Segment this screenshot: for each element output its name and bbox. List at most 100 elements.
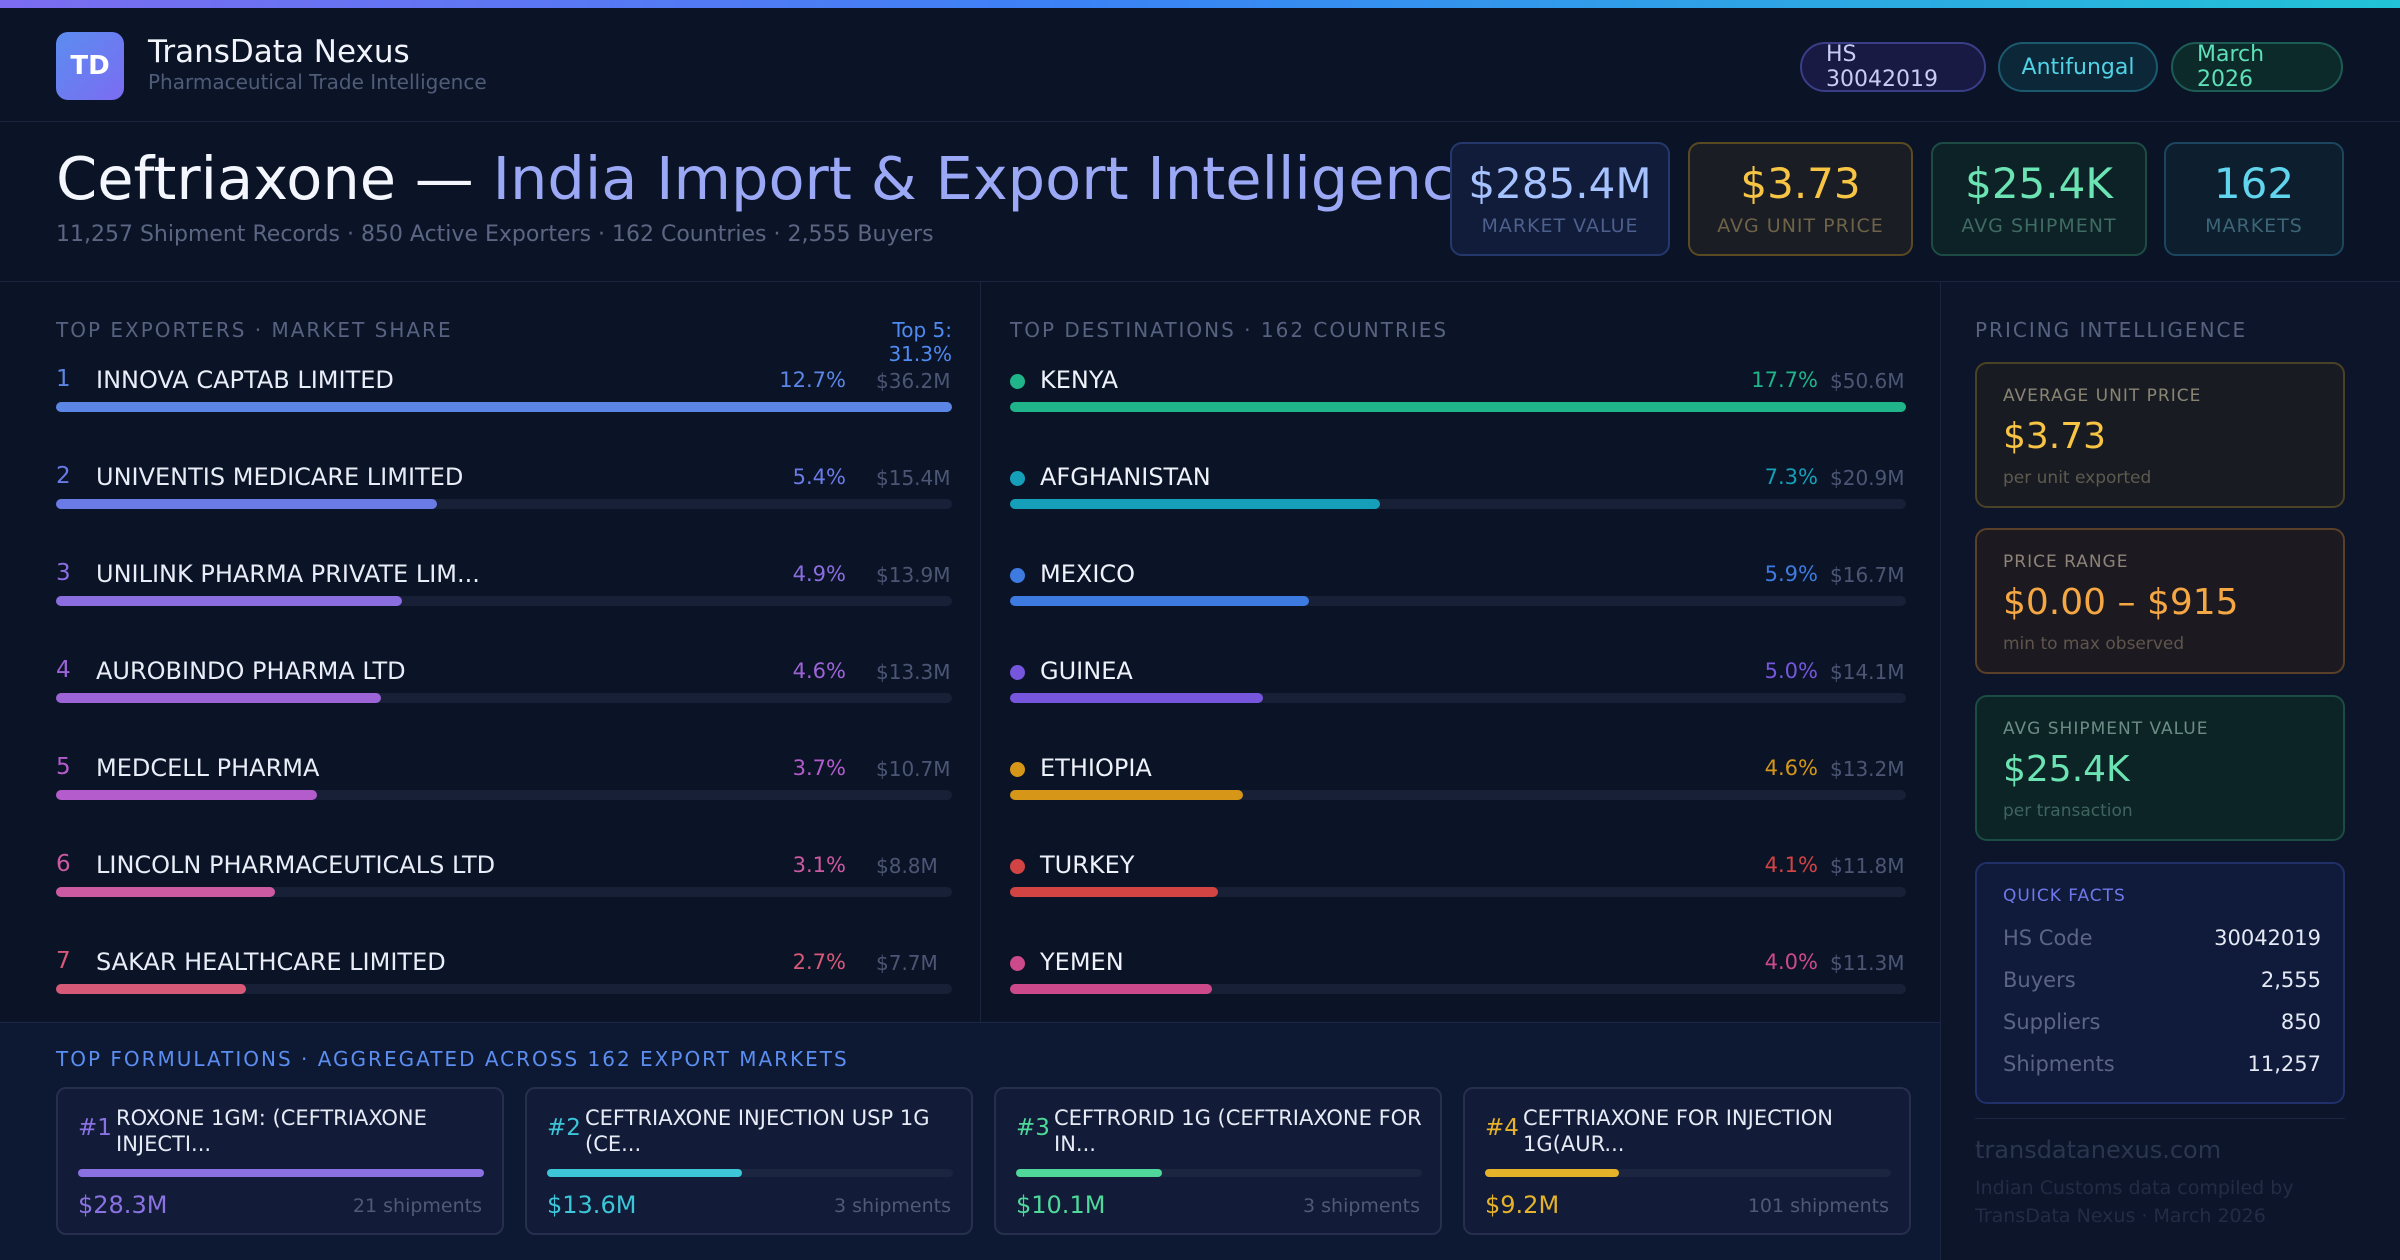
kpi-markets: 162 MARKETS: [2164, 142, 2344, 256]
exporter-rank: 1: [56, 366, 71, 392]
exporter-share-bar: [56, 693, 952, 703]
brand-name[interactable]: TransData Nexus: [148, 34, 410, 70]
exporter-row[interactable]: 5 MEDCELL PHARMA 3.7% $10.7M: [56, 754, 952, 814]
exporter-value: $7.7M: [876, 951, 938, 975]
quick-fact-key: Suppliers: [2003, 1010, 2101, 1034]
card-label: AVG SHIPMENT VALUE: [2003, 719, 2209, 739]
page-title: Ceftriaxone — India Import & Export Inte…: [56, 144, 1491, 213]
app-header: TD TransData Nexus Pharmaceutical Trade …: [0, 8, 2400, 122]
quick-fact-key: HS Code: [2003, 926, 2093, 950]
title-band: Ceftriaxone — India Import & Export Inte…: [0, 122, 2400, 282]
exporter-name: LINCOLN PHARMACEUTICALS LTD: [96, 851, 496, 879]
destination-value: $20.9M: [1830, 466, 1905, 490]
card-value: $3.73: [2003, 416, 2107, 457]
brand-logo[interactable]: TD: [56, 32, 124, 100]
exporter-name: UNIVENTIS MEDICARE LIMITED: [96, 463, 464, 491]
avg-shipment-value-card: AVG SHIPMENT VALUE $25.4K per transactio…: [1975, 695, 2345, 841]
exporter-row[interactable]: 3 UNILINK PHARMA PRIVATE LIM... 4.9% $13.9M: [56, 560, 952, 620]
destination-row[interactable]: MEXICO 5.9% $16.7M: [1010, 560, 1906, 620]
destination-name: ETHIOPIA: [1040, 754, 1152, 782]
exporter-row[interactable]: 6 LINCOLN PHARMACEUTICALS LTD 3.1% $8.8M: [56, 851, 952, 911]
destination-row[interactable]: AFGHANISTAN 7.3% $20.9M: [1010, 463, 1906, 523]
destination-name: AFGHANISTAN: [1040, 463, 1211, 491]
formulations-section-label: TOP FORMULATIONS · AGGREGATED ACROSS 162…: [56, 1047, 849, 1071]
avg-unit-price-card: AVERAGE UNIT PRICE $3.73 per unit export…: [1975, 362, 2345, 508]
kpi-avg-unit-price: $3.73 AVG UNIT PRICE: [1688, 142, 1913, 256]
exporter-row[interactable]: 1 INNOVA CAPTAB LIMITED 12.7% $36.2M: [56, 366, 952, 426]
formulation-shipments: 3 shipments: [834, 1195, 951, 1217]
exporter-rank: 5: [56, 754, 71, 780]
formulation-bar-fill: [1016, 1169, 1162, 1177]
destination-share-bar: [1010, 596, 1906, 606]
price-range-card: PRICE RANGE $0.00 – $915 min to max obse…: [1975, 528, 2345, 674]
exporter-share-fill: [56, 790, 317, 800]
destination-name: TURKEY: [1040, 851, 1135, 879]
destination-share: 4.6%: [1764, 756, 1818, 780]
date-pill[interactable]: March 2026: [2171, 42, 2343, 92]
destination-share-fill: [1010, 984, 1212, 994]
destination-dot-icon: [1010, 568, 1025, 583]
exporter-row[interactable]: 4 AUROBINDO PHARMA LTD 4.6% $13.3M: [56, 657, 952, 717]
card-value: $25.4K: [2003, 749, 2130, 790]
kpi-label: AVG SHIPMENT: [1961, 215, 2117, 238]
formulation-bar-fill: [547, 1169, 742, 1177]
kpi-label: AVG UNIT PRICE: [1717, 215, 1884, 238]
formulation-bar-fill: [78, 1169, 484, 1177]
quick-fact-value: 850: [2280, 1010, 2321, 1034]
page-subtitle: 11,257 Shipment Records · 850 Active Exp…: [56, 222, 934, 247]
kpi-label: MARKET VALUE: [1481, 215, 1639, 238]
data-footnote: Indian Customs data compiled by TransDat…: [1975, 1177, 2294, 1227]
exporter-row[interactable]: 2 UNIVENTIS MEDICARE LIMITED 5.4% $15.4M: [56, 463, 952, 523]
category-pill[interactable]: Antifungal: [1998, 42, 2158, 92]
formulation-card[interactable]: #4 CEFTRIAXONE FOR INJECTION 1G(AUR... $9.…: [1463, 1087, 1911, 1235]
destination-share: 5.9%: [1764, 562, 1818, 586]
destination-row[interactable]: GUINEA 5.0% $14.1M: [1010, 657, 1906, 717]
formulation-shipments: 101 shipments: [1747, 1195, 1889, 1217]
destination-share: 5.0%: [1764, 659, 1818, 683]
exporter-share-bar: [56, 402, 952, 412]
pricing-panel: PRICING INTELLIGENCE AVERAGE UNIT PRICE …: [1940, 282, 2400, 1260]
quick-fact-row: Buyers 2,555: [2003, 968, 2321, 998]
exporter-share: 4.9%: [792, 562, 846, 586]
exporter-share-fill: [56, 887, 275, 897]
quick-fact-value: 11,257: [2247, 1052, 2321, 1076]
exporter-row[interactable]: 7 SAKAR HEALTHCARE LIMITED 2.7% $7.7M: [56, 948, 952, 1008]
exporters-section-label: TOP EXPORTERS · MARKET SHARE: [56, 318, 453, 342]
formulation-value: $28.3M: [78, 1191, 168, 1219]
formulation-rank: #1: [78, 1115, 112, 1141]
kpi-value: $25.4K: [1965, 158, 2113, 208]
formulations-section: TOP FORMULATIONS · AGGREGATED ACROSS 162…: [0, 1022, 1940, 1260]
destination-share-bar: [1010, 693, 1906, 703]
hs-code-pill[interactable]: HS 30042019: [1800, 42, 1986, 92]
destination-name: KENYA: [1040, 366, 1119, 394]
destination-row[interactable]: YEMEN 4.0% $11.3M: [1010, 948, 1906, 1008]
exporter-rank: 4: [56, 657, 71, 683]
pricing-section-label: PRICING INTELLIGENCE: [1975, 318, 2248, 342]
destination-value: $11.8M: [1830, 854, 1905, 878]
page-title-rest: India Import & Export Intelligence: [492, 144, 1491, 213]
destination-share-fill: [1010, 790, 1243, 800]
quick-fact-key: Buyers: [2003, 968, 2076, 992]
exporter-share-fill: [56, 499, 437, 509]
destination-dot-icon: [1010, 956, 1025, 971]
destination-share-bar: [1010, 887, 1906, 897]
formulation-bar: [1016, 1169, 1422, 1177]
kpi-avg-shipment: $25.4K AVG SHIPMENT: [1931, 142, 2147, 256]
exporter-share: 2.7%: [792, 950, 846, 974]
destination-row[interactable]: KENYA 17.7% $50.6M: [1010, 366, 1906, 426]
top5-share: Top 5: 31.3%: [888, 318, 952, 366]
site-domain[interactable]: transdatanexus.com: [1975, 1136, 2222, 1164]
formulation-card[interactable]: #2 CEFTRIAXONE INJECTION USP 1G (CE... $13…: [525, 1087, 973, 1235]
formulation-card[interactable]: #1 ROXONE 1GM: (CEFTRIAXONE INJECTI... $28…: [56, 1087, 504, 1235]
formulation-rank: #2: [547, 1115, 581, 1141]
formulation-value: $10.1M: [1016, 1191, 1106, 1219]
destination-value: $14.1M: [1830, 660, 1905, 684]
destination-row[interactable]: TURKEY 4.1% $11.8M: [1010, 851, 1906, 911]
formulation-card[interactable]: #3 CEFTRORID 1G (CEFTRIAXONE FOR IN... $10…: [994, 1087, 1442, 1235]
destination-share: 17.7%: [1751, 368, 1818, 392]
formulation-name: CEFTRIAXONE FOR INJECTION 1G(AUR...: [1523, 1106, 1834, 1156]
destination-row[interactable]: ETHIOPIA 4.6% $13.2M: [1010, 754, 1906, 814]
destination-share-bar: [1010, 790, 1906, 800]
exporter-share: 3.1%: [792, 853, 846, 877]
card-note: min to max observed: [2003, 634, 2185, 654]
